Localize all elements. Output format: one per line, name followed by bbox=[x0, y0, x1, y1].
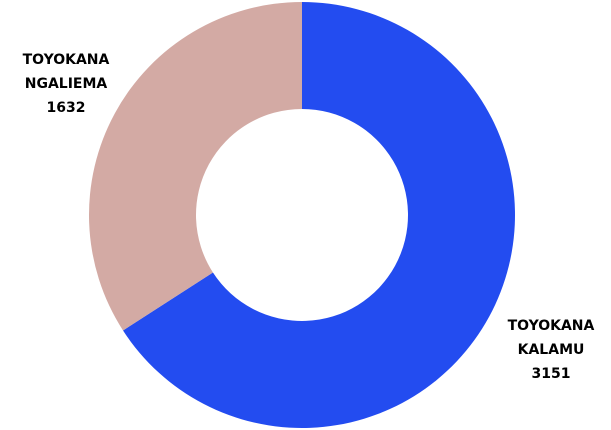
slice-labels: TOYOKANA KALAMU 3151 TOYOKANA NGALIEMA 1632 bbox=[23, 52, 595, 382]
slice-label-line: KALAMU bbox=[518, 342, 585, 358]
slice-label-toyokana-kalamu: TOYOKANA KALAMU 3151 bbox=[508, 318, 595, 382]
donut-slices bbox=[89, 2, 516, 428]
slice-value: 1632 bbox=[47, 100, 86, 116]
slice-label-line: TOYOKANA bbox=[508, 318, 595, 334]
slice-value: 3151 bbox=[532, 366, 571, 382]
slice-label-toyokana-ngaliema: TOYOKANA NGALIEMA 1632 bbox=[23, 52, 110, 116]
slice-label-line: NGALIEMA bbox=[25, 76, 108, 92]
slice-toyokana-ngaliema bbox=[89, 2, 302, 331]
slice-toyokana-kalamu bbox=[123, 2, 516, 428]
slice-label-line: TOYOKANA bbox=[23, 52, 110, 68]
